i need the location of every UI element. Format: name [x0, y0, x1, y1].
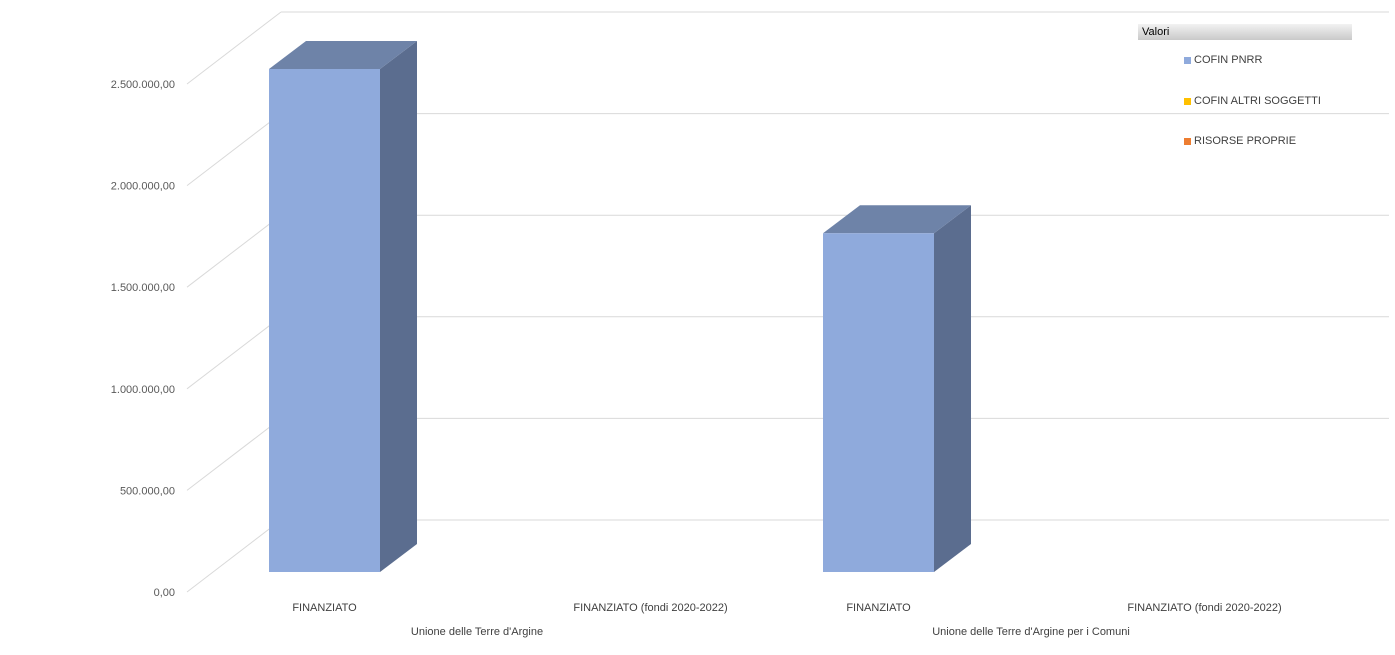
- legend-item: COFIN PNRR: [1184, 54, 1321, 95]
- bar: [269, 69, 380, 572]
- bar-side: [934, 205, 971, 572]
- gridline-side: [186, 519, 282, 593]
- y-tick-label: 1.000.000,00: [111, 384, 175, 396]
- legend-swatch: [1184, 97, 1191, 105]
- gridline-side: [186, 418, 282, 491]
- bar-top: [823, 205, 971, 234]
- gridline-side: [186, 214, 282, 288]
- x-tick-label: FINANZIATO: [846, 602, 911, 614]
- bar: [823, 233, 934, 572]
- x-tick-label: FINANZIATO (fondi 2020-2022): [573, 602, 727, 614]
- legend-item: RISORSE PROPRIE: [1184, 135, 1321, 176]
- y-tick-label: 500.000,00: [120, 485, 175, 497]
- legend-label: RISORSE PROPRIE: [1194, 135, 1297, 147]
- legend-swatch: [1184, 138, 1191, 145]
- x-tick-label: FINANZIATO (fondi 2020-2022): [1127, 602, 1281, 614]
- group-label: Unione delle Terre d'Argine per i Comuni: [932, 626, 1130, 638]
- gridline-side: [186, 113, 282, 186]
- gridline-side: [186, 316, 282, 390]
- legend-item: COFIN ALTRI SOGGETTI: [1184, 95, 1321, 136]
- group-label: Unione delle Terre d'Argine: [411, 626, 543, 638]
- gridline-side: [186, 11, 282, 85]
- bar-side: [380, 41, 417, 572]
- y-tick-label: 1.500.000,00: [111, 282, 175, 294]
- legend-swatch: [1184, 57, 1191, 64]
- y-tick-label: 0,00: [154, 587, 175, 599]
- legend-label: COFIN PNRR: [1194, 54, 1263, 66]
- bar-top: [269, 41, 417, 69]
- legend: COFIN PNRR COFIN ALTRI SOGGETTI RISORSE PR…: [1184, 54, 1321, 176]
- legend-title: Valori: [1138, 24, 1352, 40]
- legend-label: COFIN ALTRI SOGGETTI: [1194, 94, 1321, 107]
- x-tick-label: FINANZIATO: [292, 602, 357, 614]
- y-tick-label: 2.500.000,00: [111, 79, 175, 91]
- y-tick-label: 2.000.000,00: [111, 181, 175, 193]
